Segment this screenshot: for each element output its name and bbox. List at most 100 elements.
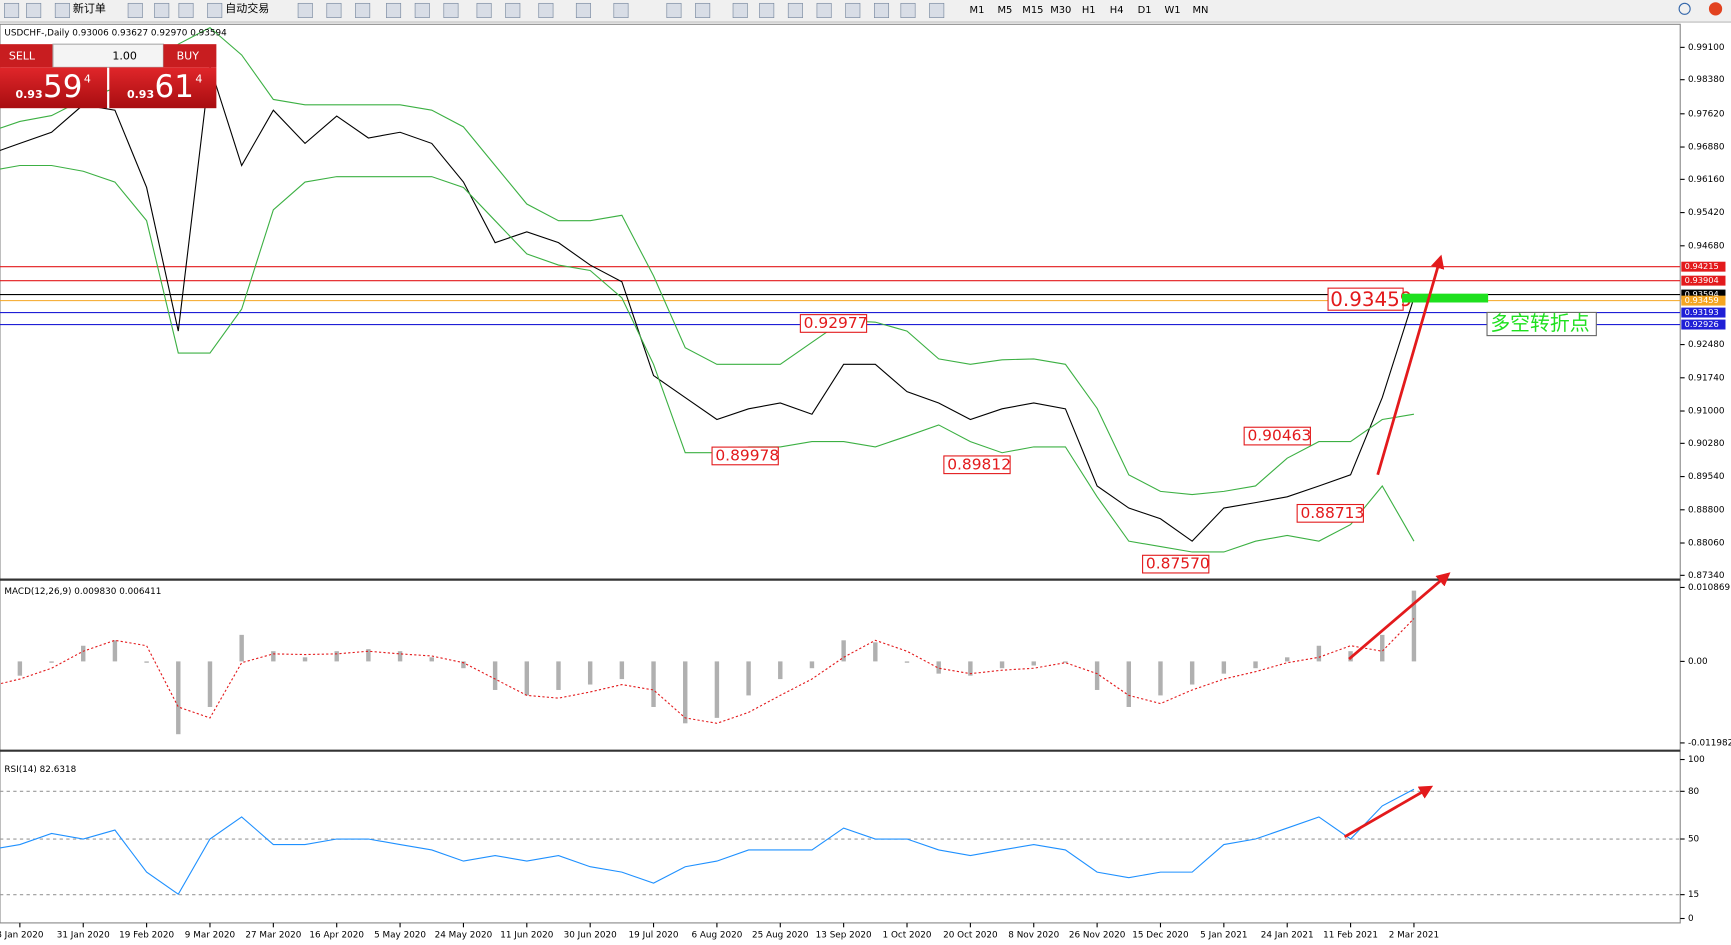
panel-title: USDCHF-,Daily 0.93006 0.93627 0.92970 0.… <box>4 29 227 39</box>
toolbar-icon[interactable] <box>54 2 70 19</box>
toolbar-icon[interactable] <box>695 2 711 19</box>
price-tag-label: 0.93904 <box>1685 275 1719 285</box>
one-click-trading: SELL BUY 1.00 0.93 59 4 0.93 61 4 <box>0 43 217 109</box>
buy-button[interactable] <box>163 44 217 68</box>
alert-icon[interactable] <box>1708 2 1723 16</box>
trend-arrow <box>1343 785 1434 839</box>
macd-bar <box>841 640 846 662</box>
search-icon[interactable] <box>1678 2 1691 15</box>
macd-bar <box>1158 661 1163 696</box>
toolbar-icon[interactable] <box>355 2 371 19</box>
y-tick-label: 0.94680 <box>1688 241 1725 251</box>
toolbar-icon[interactable] <box>127 2 143 19</box>
toolbar-icon[interactable] <box>900 2 916 19</box>
annotation: 0.87570 <box>1146 555 1210 573</box>
toolbar-icon[interactable] <box>575 2 591 19</box>
lot-value: 1.00 <box>112 49 137 62</box>
macd-bar <box>302 657 308 662</box>
lot-field[interactable] <box>52 43 164 68</box>
y-tick-label: 0.88800 <box>1688 505 1725 515</box>
macd-bar <box>1189 661 1195 685</box>
toolbar-icon[interactable] <box>874 2 890 19</box>
timeframe-button[interactable]: M5 <box>997 5 1012 16</box>
toolbar-icon[interactable] <box>443 2 459 19</box>
annotation-box <box>799 314 868 333</box>
toolbar-icon[interactable] <box>666 2 682 19</box>
sell-price-box[interactable] <box>0 67 108 109</box>
macd-bar <box>556 661 561 690</box>
series-line <box>0 788 1415 896</box>
toolbar-icon[interactable] <box>178 2 194 19</box>
price-tag <box>1681 319 1726 330</box>
toolbar-icon[interactable] <box>732 2 748 19</box>
series-line <box>0 66 1415 542</box>
toolbar-icon[interactable] <box>476 2 492 19</box>
sell-button[interactable] <box>0 44 53 68</box>
timeframe-button[interactable]: MN <box>1192 5 1208 16</box>
price-tag-label: 0.93459 <box>1685 295 1719 305</box>
annotation-box <box>711 446 779 466</box>
x-tick-label: 16 Apr 2020 <box>309 931 364 941</box>
timeframe-button[interactable]: W1 <box>1164 5 1180 16</box>
key-note: 多空转折点 <box>1490 312 1589 335</box>
macd-bar <box>809 661 815 669</box>
y-tick-label: 0.99100 <box>1688 43 1725 53</box>
key-level-bar <box>1402 293 1489 303</box>
y-tick-label: 0.98380 <box>1688 75 1725 85</box>
toolbar-icon[interactable] <box>538 2 554 19</box>
toolbar-icon[interactable] <box>505 2 521 19</box>
toolbar-icon[interactable] <box>613 2 629 19</box>
y-tick-label: 0.96160 <box>1688 175 1725 185</box>
x-tick-label: 31 Jan 2020 <box>57 931 110 941</box>
timeframe-button[interactable]: M1 <box>970 5 985 16</box>
macd-bar <box>778 661 783 680</box>
auto-trade-button[interactable]: 自动交易 <box>225 1 269 15</box>
toolbar-icon[interactable] <box>26 2 42 19</box>
toolbar-icon[interactable] <box>297 2 313 19</box>
toolbar-icon[interactable] <box>787 2 803 19</box>
sell-label: SELL <box>9 49 36 62</box>
macd-bar <box>1063 661 1068 663</box>
panel-title: MACD(12,26,9) 0.009830 0.006411 <box>4 587 161 597</box>
y-tick-label: 0.97620 <box>1688 109 1725 119</box>
macd-bar <box>17 661 23 676</box>
y-tick-label: 0 <box>1688 914 1694 924</box>
toolbar-icon[interactable] <box>386 2 402 19</box>
timeframe-button[interactable]: H1 <box>1082 5 1096 16</box>
y-tick-label: 0.91000 <box>1688 407 1725 417</box>
toolbar-icon[interactable] <box>414 2 430 19</box>
new-order-button[interactable]: 新订单 <box>73 1 106 15</box>
toolbar-icon[interactable] <box>929 2 945 19</box>
macd-bar <box>1316 645 1322 662</box>
macd-bar <box>1126 661 1132 707</box>
timeframe-button[interactable]: M30 <box>1050 5 1071 16</box>
annotation: 0.90463 <box>1247 427 1311 445</box>
macd-bar <box>239 634 244 662</box>
toolbar-icon[interactable] <box>845 2 861 19</box>
timeframe-button[interactable]: M15 <box>1022 5 1043 16</box>
annotation-box <box>1296 503 1364 523</box>
y-tick-label: 0.90280 <box>1688 439 1725 449</box>
y-tick-label: 0.87340 <box>1688 571 1725 581</box>
toolbar-icon[interactable] <box>759 2 775 19</box>
toolbar-icon[interactable] <box>154 2 170 19</box>
macd-bar <box>999 661 1005 669</box>
buy-big: 61 <box>155 69 194 105</box>
price-tag <box>1681 307 1726 318</box>
y-tick-label: 0.96880 <box>1688 143 1725 153</box>
timeframe-button[interactable]: H4 <box>1110 5 1124 16</box>
toolbar-icon[interactable] <box>816 2 832 19</box>
x-tick-label: 27 Mar 2020 <box>245 931 301 941</box>
series-line <box>0 618 1415 724</box>
x-tick-label: 8 Jan 2020 <box>0 931 44 941</box>
toolbar-icon[interactable] <box>4 2 20 19</box>
macd-bar <box>366 649 371 662</box>
buy-price-box[interactable] <box>109 67 217 109</box>
timeframe-button[interactable]: D1 <box>1138 5 1152 16</box>
toolbar-icon[interactable] <box>207 2 223 19</box>
price-tag <box>1681 289 1726 300</box>
buy-label: BUY <box>177 49 200 62</box>
macd-bar <box>1253 661 1258 669</box>
x-tick-label: 26 Nov 2020 <box>1069 931 1126 941</box>
toolbar-icon[interactable] <box>326 2 342 19</box>
